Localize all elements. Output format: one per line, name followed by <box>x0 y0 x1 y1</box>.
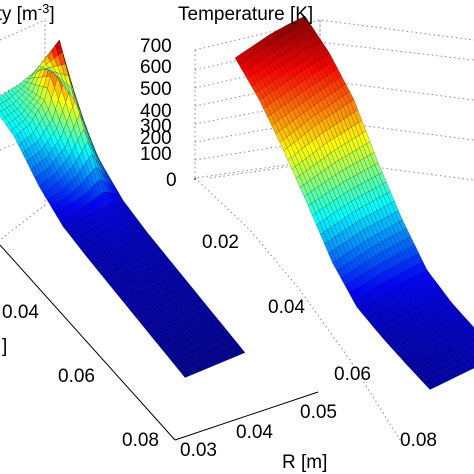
temperature-z-tick-300: 300 <box>140 116 172 137</box>
temperature-z-tick-200: 200 <box>140 128 172 149</box>
temperature-title: Temperature [K] <box>178 4 313 25</box>
density-x-tick-2: 0.08 <box>122 430 159 451</box>
temperature-r-axis-label: R [m] <box>282 452 327 473</box>
density-surface-cell <box>0 97 4 105</box>
density-title: Density [m-3] <box>0 1 55 25</box>
density-title-suffix: ] <box>49 4 54 25</box>
temperature-x-tick-1: 0.04 <box>268 297 305 318</box>
temperature-x-tick-0: 0.02 <box>202 232 239 253</box>
density-y-axis-line <box>174 391 319 441</box>
temperature-z-tick-0: 0 <box>166 170 177 191</box>
temperature-z-tick-100: 100 <box>140 144 172 165</box>
density-x-tick-1: 0.06 <box>58 366 95 387</box>
density-title-superscript: -3 <box>38 1 50 16</box>
density-x-axis-label-fragment: ] <box>2 336 7 357</box>
density-surface-cell <box>0 109 2 113</box>
temperature-z-tick-500: 500 <box>140 79 172 100</box>
temperature-surface <box>234 15 474 390</box>
density-x-axis-line <box>0 244 176 441</box>
density-x-tick-0: 0.04 <box>2 302 39 323</box>
temperature-z-tick-700: 700 <box>140 36 172 57</box>
density-surface-cell <box>0 103 5 112</box>
density-y-tick-2: 0.05 <box>300 402 337 423</box>
density-y-tick-1: 0.04 <box>236 422 273 443</box>
density-y-tick-0: 0.03 <box>180 440 217 461</box>
density-surface <box>0 39 246 378</box>
temperature-x-tick-2: 0.06 <box>334 364 371 385</box>
temperature-surface-cell <box>234 55 243 66</box>
temperature-z-tick-600: 600 <box>140 57 172 78</box>
temperature-z-tick-400: 400 <box>140 101 172 122</box>
temperature-x-tick-3: 0.08 <box>400 430 437 451</box>
